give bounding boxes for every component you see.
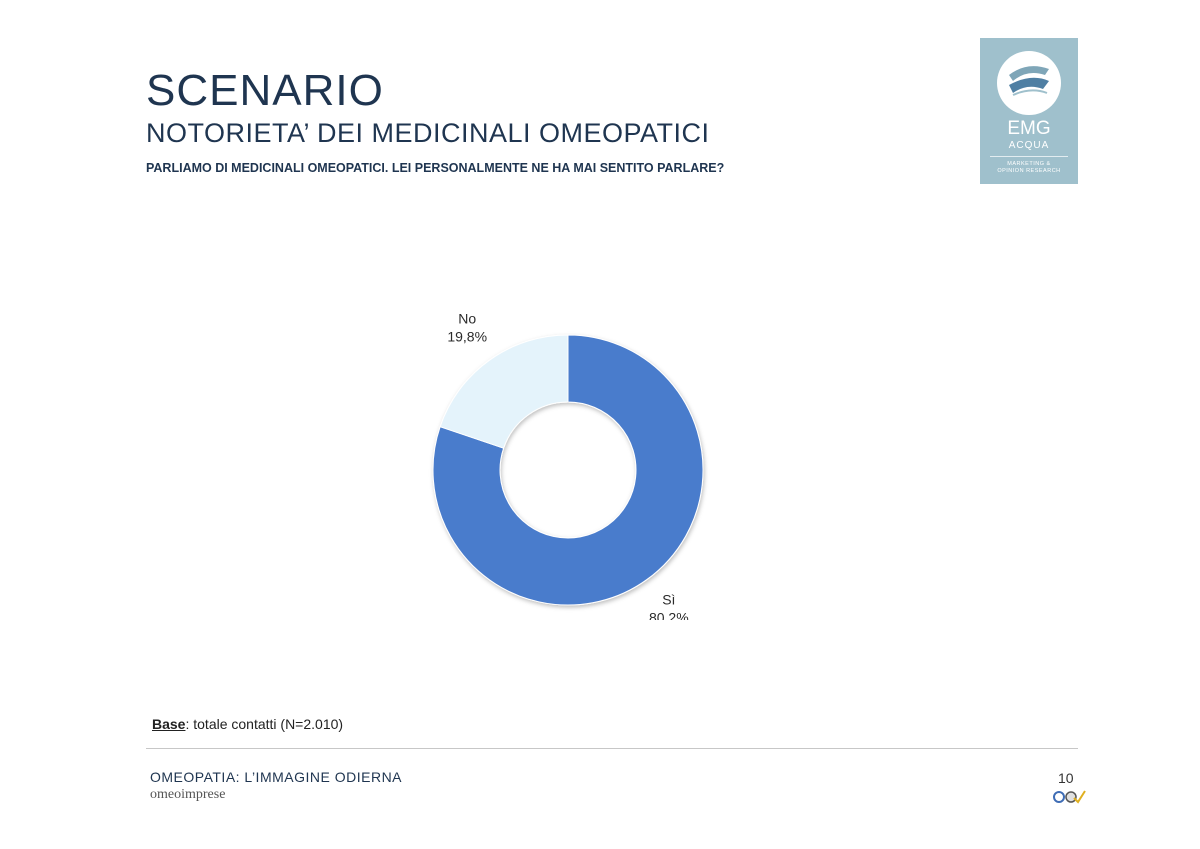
base-label: Base [152, 716, 186, 732]
footer-divider [146, 748, 1078, 749]
footer-badge-icon [1053, 790, 1086, 804]
logo-name: EMG [1007, 118, 1051, 139]
logo-tagline-2: OPINION RESEARCH [997, 168, 1061, 174]
slice-value-label-1: 19,8% [447, 328, 487, 344]
page-title: SCENARIO [146, 66, 384, 115]
survey-question: PARLIAMO DI MEDICINALI OMEOPATICI. LEI P… [146, 161, 725, 175]
logo-tagline: MARKETING & OPINION RESEARCH [980, 161, 1078, 175]
page-number: 10 [1058, 770, 1074, 786]
donut-slice-0 [432, 334, 704, 606]
emg-logo-emblem [997, 51, 1061, 115]
slice-value-label-0: 80,2% [649, 610, 689, 620]
logo-sub: ACQUA [1008, 140, 1050, 151]
logo-divider [990, 156, 1068, 157]
donut-chart: Sì 80,2% No 19,8% [432, 310, 704, 620]
footer-title: OMEOPATIA: L’IMMAGINE ODIERNA [150, 769, 403, 785]
page-subtitle: NOTORIETA’ DEI MEDICINALI OMEOPATICI [146, 118, 710, 148]
wave-icon [1009, 66, 1049, 96]
base-text: : totale contatti (N=2.010) [185, 716, 344, 732]
sample-base-note: Base: totale contatti (N=2.010) [152, 716, 343, 732]
donut-slice-1 [439, 334, 569, 449]
slice-category-label-0: Sì [662, 592, 675, 608]
emg-logo: EMG ACQUA MARKETING & OPINION RESEARCH [980, 38, 1078, 184]
logo-tagline-1: MARKETING & [1007, 161, 1051, 167]
footer-brand: omeoimprese [150, 787, 226, 802]
slice-category-label-1: No [458, 310, 476, 326]
